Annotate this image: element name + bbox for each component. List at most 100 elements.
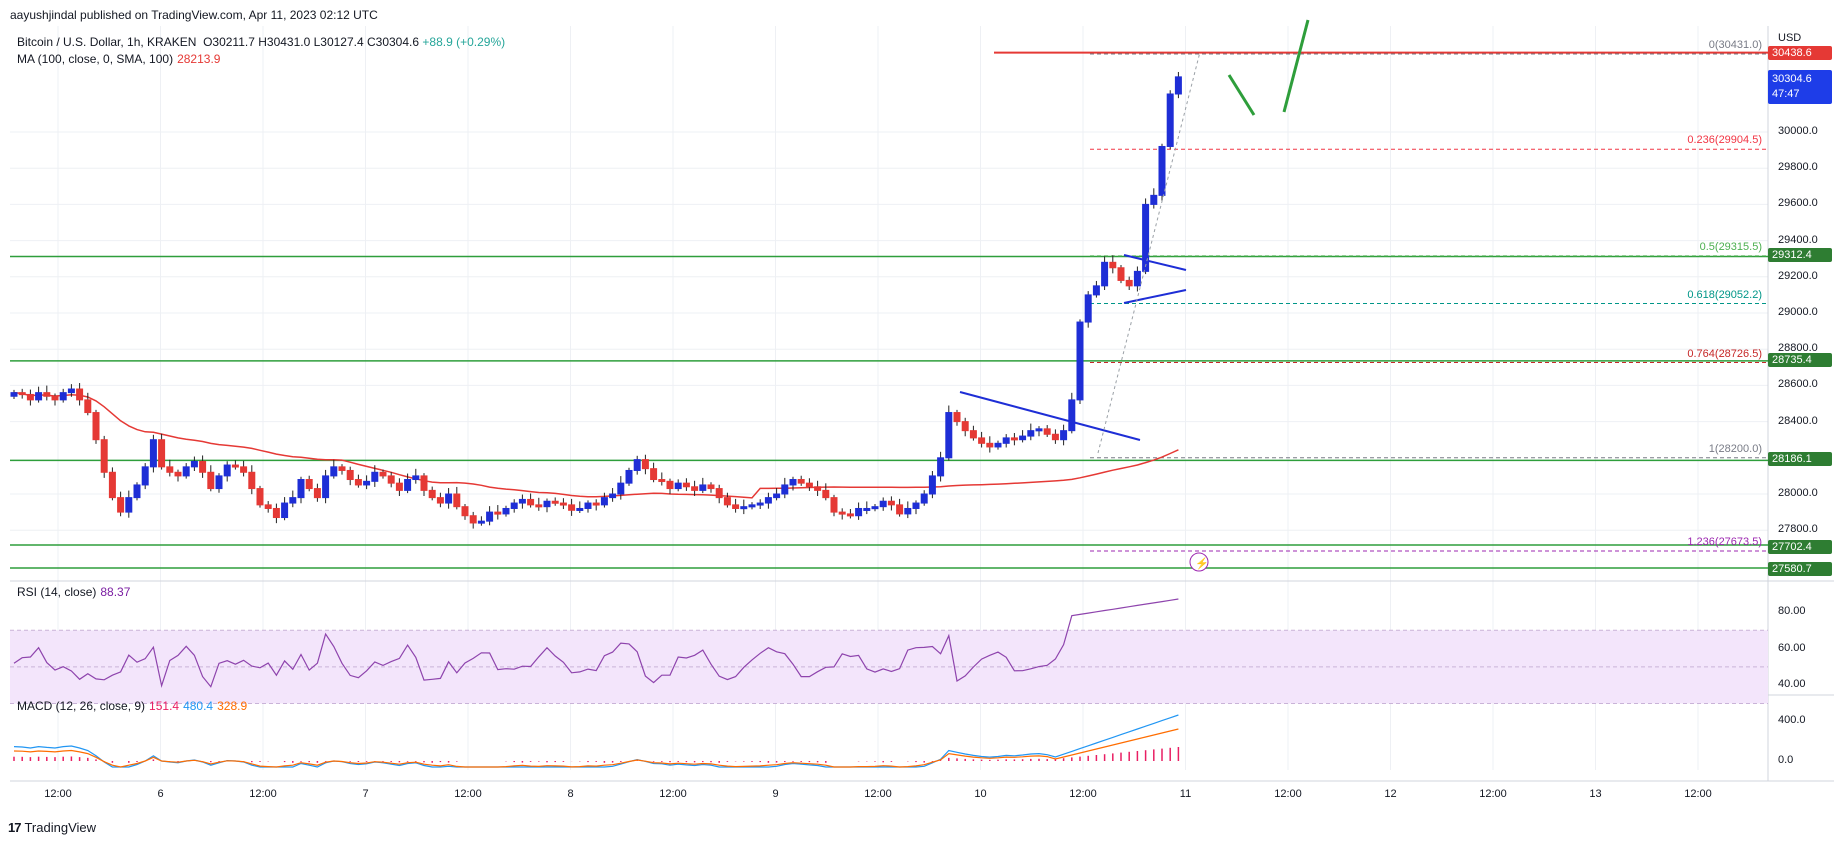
candle-body <box>1174 76 1182 95</box>
candle-body <box>576 507 584 511</box>
candle-body <box>445 493 453 504</box>
candle-body <box>207 471 215 490</box>
candle-body <box>707 484 715 490</box>
ma-legend[interactable]: MA (100, close, 0, SMA, 100) 28213.9 <box>17 52 220 66</box>
candle-body <box>1109 261 1117 269</box>
candle-body <box>223 464 231 477</box>
fibonacci-lines <box>1090 53 1768 552</box>
candle-body <box>1060 430 1068 441</box>
moving-average-layer <box>13 391 1179 499</box>
tv-logo-icon: 17 <box>8 820 22 835</box>
candle-body <box>969 430 977 439</box>
candle-body <box>100 439 108 473</box>
candle-body <box>240 466 248 473</box>
time-tick-label: 12:00 <box>1479 788 1507 800</box>
time-tick-label: 6 <box>157 788 164 800</box>
candle-body <box>600 497 608 506</box>
candle-body <box>723 497 731 506</box>
candle-body <box>797 479 805 484</box>
trendline-upper <box>959 391 1141 441</box>
time-tick-label: 7 <box>362 788 369 800</box>
candle-body <box>92 412 100 441</box>
candle-body <box>182 466 190 477</box>
candle-body <box>469 515 477 524</box>
price-tag: 30438.6 <box>1768 46 1832 60</box>
candle-body <box>502 507 510 515</box>
candle-body <box>297 479 305 499</box>
candle-body <box>117 497 125 513</box>
price-axis-label: 27800.0 <box>1778 523 1818 536</box>
candle-body <box>904 507 912 515</box>
candle-body <box>133 484 141 499</box>
candle-body <box>108 471 116 499</box>
price-tag: 27702.4 <box>1768 540 1832 554</box>
candle-body <box>281 502 289 519</box>
candle-body <box>76 388 84 401</box>
fib-label: 0.764(28726.5) <box>1687 347 1762 360</box>
candle-body <box>732 504 740 509</box>
fib-label: 1(28200.0) <box>1708 442 1762 455</box>
macd-axis-label: 0.0 <box>1778 754 1794 766</box>
ma-label: MA (100, close, 0, SMA, 100) <box>17 52 174 66</box>
price-axis-label: 29600.0 <box>1778 197 1818 210</box>
rsi-value: 88.37 <box>100 585 131 599</box>
symbol-legend[interactable]: Bitcoin / U.S. Dollar, 1h, KRAKEN O30211… <box>17 35 505 49</box>
candle-body <box>805 482 813 488</box>
candle-body <box>1019 435 1027 441</box>
tradingview-logo[interactable]: 17 TradingView <box>8 820 96 835</box>
drawing-annotations: ⚡ <box>959 19 1310 572</box>
candle-body <box>666 480 674 490</box>
candle-body <box>43 392 51 397</box>
candle-body <box>436 497 444 504</box>
price-tag: 27580.7 <box>1768 562 1832 576</box>
candle-body <box>764 497 772 504</box>
time-tick-label: 12:00 <box>454 788 482 800</box>
candle-body <box>961 421 969 432</box>
candle-body <box>781 484 789 495</box>
candle-body <box>1043 428 1051 435</box>
candle-body <box>1076 321 1084 401</box>
candle-body <box>855 507 863 517</box>
candle-body <box>125 497 133 513</box>
time-tick-label: 11 <box>1179 788 1192 800</box>
candle-body <box>650 468 658 481</box>
candle-body <box>289 497 297 504</box>
time-tick-label: 10 <box>974 788 987 800</box>
candle-body <box>633 459 641 471</box>
candle-body <box>338 466 346 471</box>
candle-body <box>535 504 543 508</box>
candle-body <box>428 489 436 499</box>
price-axis-label: 29200.0 <box>1778 269 1818 282</box>
rsi-legend[interactable]: RSI (14, close) 88.37 <box>17 585 130 599</box>
macd-legend[interactable]: MACD (12, 26, close, 9) 151.4 480.4 328.9 <box>17 699 247 713</box>
alert-bolt-glyph: ⚡ <box>1195 557 1209 570</box>
time-tick-label: 12:00 <box>864 788 892 800</box>
candle-body <box>1084 294 1092 323</box>
candle-body <box>215 475 223 490</box>
time-tick-label: 8 <box>567 788 574 800</box>
candle-body <box>1035 428 1043 432</box>
candle-body <box>674 482 682 490</box>
candle-body <box>928 475 936 495</box>
price-change: +88.9 (+0.29%) <box>422 35 506 49</box>
macd-line-value: 480.4 <box>183 699 214 713</box>
candle-body <box>994 442 1002 448</box>
price-axis-label: 30000.0 <box>1778 125 1818 137</box>
symbol-ohlc-prefix: Bitcoin / U.S. Dollar, 1h, KRAKEN O30211… <box>17 35 420 49</box>
rsi-axis-label: 80.00 <box>1778 605 1806 617</box>
candle-body <box>264 504 272 509</box>
macd-axis-label: 400.0 <box>1778 714 1806 726</box>
candle-body <box>256 488 264 506</box>
candlestick-series <box>10 71 1182 529</box>
candle-body <box>846 513 854 517</box>
candle-body <box>486 511 494 522</box>
time-tick-label: 13 <box>1589 788 1602 800</box>
price-axis-label: 29400.0 <box>1778 233 1818 246</box>
candle-body <box>1092 285 1100 296</box>
candle-body <box>699 484 707 491</box>
fib-label: 1.236(27673.5) <box>1687 536 1762 548</box>
rsi-label: RSI (14, close) <box>17 585 97 599</box>
time-tick-label: 12 <box>1384 788 1397 800</box>
price-tag: 28735.4 <box>1768 353 1832 367</box>
candle-body <box>814 486 822 491</box>
